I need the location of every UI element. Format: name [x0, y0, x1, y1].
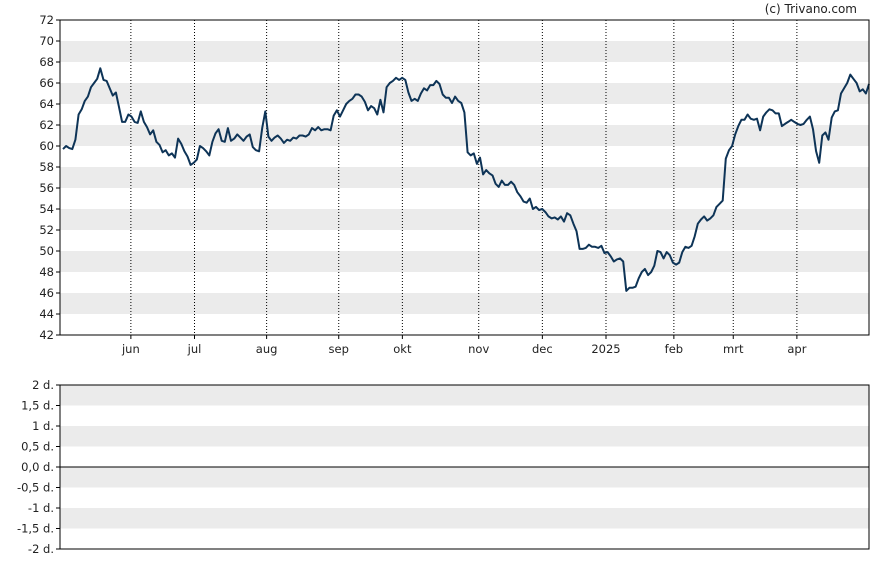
- price-y-tick-label: 64: [39, 97, 54, 111]
- price-grid-band: [60, 293, 869, 314]
- indicator-y-tick-label: -1,5 d.: [17, 522, 54, 536]
- price-x-tick-label: apr: [787, 342, 806, 356]
- price-panel: 42 44 46 48 50 52 54 56 58 60 62 64 66 68 70 72 jun jul a…: [39, 13, 870, 356]
- indicator-grid-band: [60, 426, 869, 447]
- price-y-tick-label: 68: [39, 55, 54, 69]
- price-x-tick-label: nov: [468, 342, 489, 356]
- indicator-panel: 2 d. 1,5 d. 1 d. 0,5 d. 0,0 d. -0,5 d. -1 d. -1…: [17, 378, 870, 556]
- indicator-y-tick-label: -2 d.: [28, 542, 54, 556]
- indicator-y-tick-label: 1 d.: [32, 419, 54, 433]
- price-grid-band: [60, 251, 869, 272]
- price-series-line: [62, 67, 870, 292]
- indicator-y-tick-label: -0,5 d.: [17, 481, 54, 495]
- indicator-y-tick-label: -1 d.: [28, 501, 54, 515]
- price-y-tick-label: 66: [39, 76, 54, 90]
- price-y-tick-label: 56: [39, 181, 54, 195]
- indicator-grid-band: [60, 508, 869, 529]
- price-x-tick-label: dec: [532, 342, 553, 356]
- indicator-y-tick-label: 0,5 d.: [21, 440, 54, 454]
- indicator-panel-frame: [59, 384, 870, 550]
- price-x-tick-label: jun: [121, 342, 140, 356]
- price-y-tick-label: 46: [39, 286, 54, 300]
- indicator-grid-band: [60, 467, 869, 488]
- indicator-y-tick-label: 0,0 d.: [21, 460, 54, 474]
- price-grid-band: [60, 83, 869, 104]
- price-y-tick-label: 42: [39, 328, 54, 342]
- indicator-y-axis: 2 d. 1,5 d. 1 d. 0,5 d. 0,0 d. -0,5 d. -1 d. -1…: [17, 378, 60, 556]
- price-y-tick-label: 72: [39, 13, 54, 27]
- price-y-tick-label: 70: [39, 34, 54, 48]
- price-y-tick-label: 50: [39, 244, 54, 258]
- price-y-tick-label: 44: [39, 307, 54, 321]
- price-x-tick-label: 2025: [591, 342, 620, 356]
- credit-text: (c) Trivano.com: [765, 2, 857, 16]
- price-y-tick-label: 58: [39, 160, 54, 174]
- price-x-tick-label: aug: [256, 342, 278, 356]
- price-y-tick-label: 60: [39, 139, 54, 153]
- price-y-tick-label: 62: [39, 118, 54, 132]
- price-panel-frame: [59, 19, 870, 336]
- indicator-bands: [60, 385, 869, 529]
- price-y-axis: 42 44 46 48 50 52 54 56 58 60 62 64 66 68 70 72: [39, 13, 60, 342]
- price-x-axis: jun jul aug sep okt nov dec 2025 feb mrt apr: [121, 335, 807, 356]
- price-x-tick-label: feb: [665, 342, 683, 356]
- price-grid-band: [60, 167, 869, 188]
- price-x-tick-label: sep: [329, 342, 349, 356]
- price-grid-band: [60, 209, 869, 230]
- price-y-tick-label: 52: [39, 223, 54, 237]
- indicator-y-tick-label: 1,5 d.: [21, 399, 54, 413]
- price-x-tick-label: mrt: [723, 342, 744, 356]
- price-x-tick-label: okt: [393, 342, 412, 356]
- price-y-tick-label: 54: [39, 202, 54, 216]
- price-bands: [60, 41, 869, 314]
- indicator-y-tick-label: 2 d.: [32, 378, 54, 392]
- price-grid-band: [60, 41, 869, 62]
- indicator-grid-band: [60, 385, 869, 406]
- price-x-tick-label: jul: [187, 342, 202, 356]
- price-y-tick-label: 48: [39, 265, 54, 279]
